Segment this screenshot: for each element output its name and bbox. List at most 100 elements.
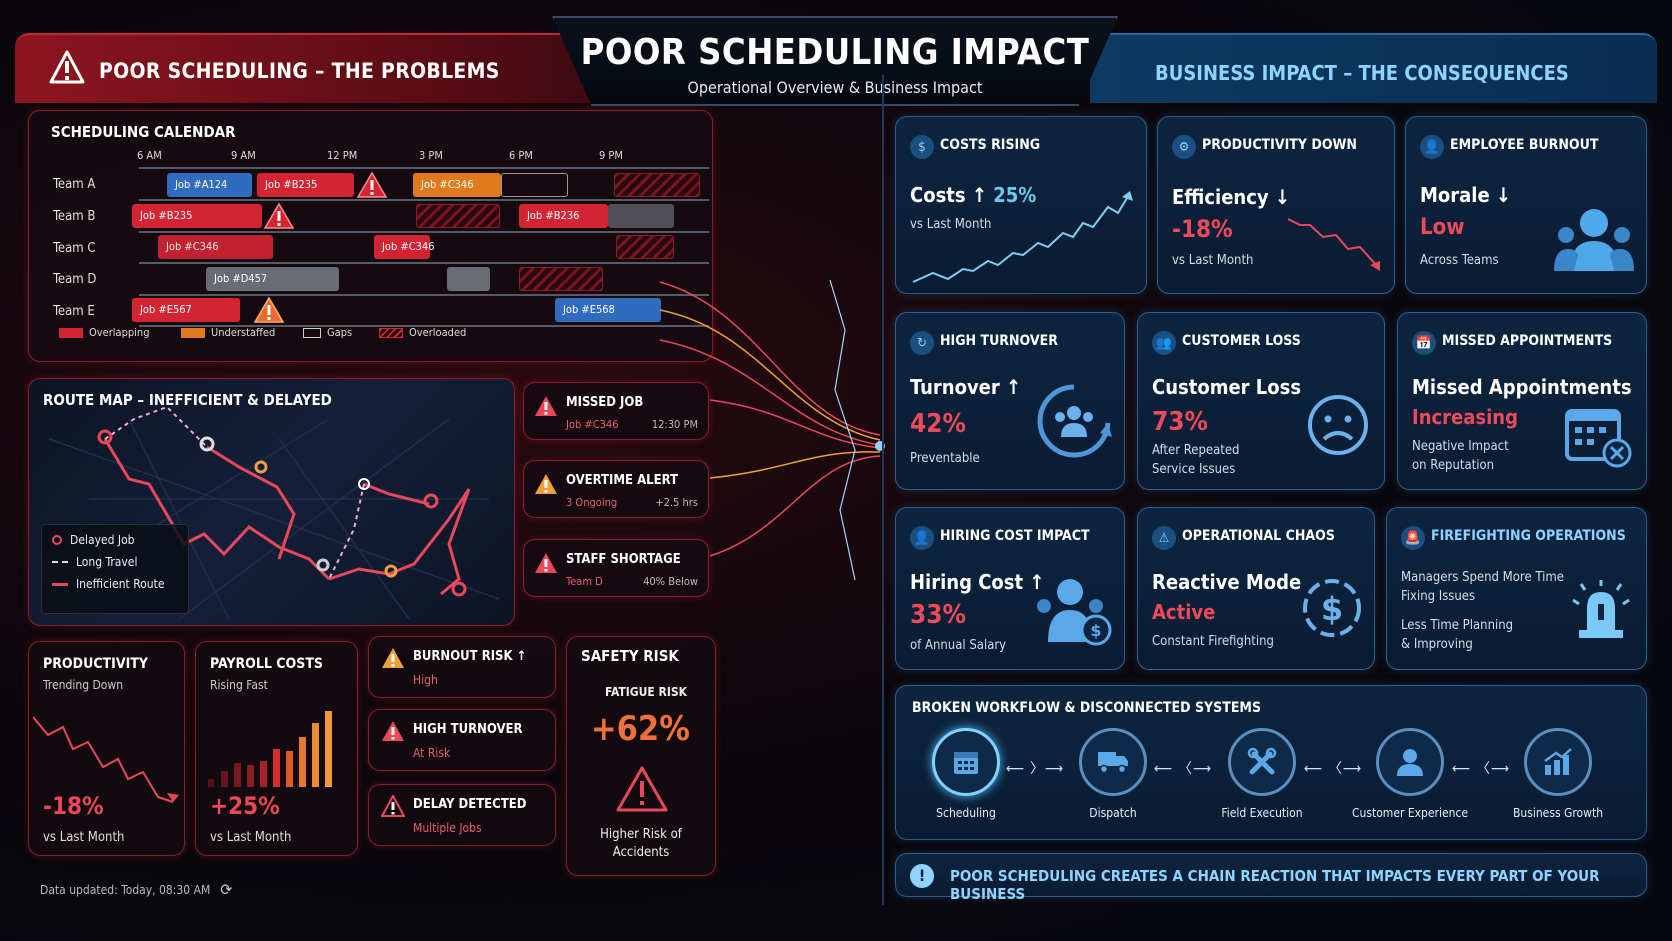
overloaded-block	[616, 235, 674, 259]
alarm-icon: ⚠	[1152, 526, 1176, 550]
high-turnover-alert[interactable]: HIGH TURNOVER At Risk	[368, 709, 556, 771]
page-subtitle: Operational Overview & Business Impact	[687, 78, 983, 97]
warning-icon	[48, 49, 86, 89]
card-costs-rising[interactable]: $ COSTS RISING Costs ↑ 25% vs Last Month	[895, 116, 1147, 294]
scheduling-calendar: SCHEDULING CALENDAR 6 AM 9 AM 12 PM 3 PM…	[28, 110, 713, 362]
tick-3pm: 3 PM	[419, 149, 443, 162]
calendar-cancel-icon	[1565, 409, 1632, 468]
tools-icon	[1247, 747, 1277, 775]
card-hiring-cost[interactable]: 👤 HIRING COST IMPACT Hiring Cost ↑ 33% o…	[895, 507, 1125, 670]
team-b-label: Team B	[53, 209, 96, 224]
card-productivity-down[interactable]: ⚙ PRODUCTIVITY DOWN Efficiency ↓ -18% vs…	[1157, 116, 1395, 294]
row-divider	[139, 325, 709, 327]
team-d-label: Team D	[53, 272, 97, 287]
problems-title: POOR SCHEDULING – THE PROBLEMS	[99, 59, 500, 83]
job-block[interactable]: Job #E567	[132, 298, 240, 322]
card-employee-burnout[interactable]: 👤 EMPLOYEE BURNOUT Morale ↓ Low Across T…	[1405, 116, 1647, 294]
tick-6am: 6 AM	[137, 149, 162, 162]
job-block[interactable]: Job #C346	[374, 235, 435, 259]
card-high-turnover[interactable]: ↻ HIGH TURNOVER Turnover ↑ 42% Preventab…	[895, 312, 1125, 490]
node-dispatch[interactable]	[1079, 728, 1147, 796]
row-divider	[139, 199, 709, 201]
card-customer-loss[interactable]: 👥 CUSTOMER LOSS Customer Loss 73% After …	[1137, 312, 1385, 490]
conflict-warning-icon	[356, 171, 388, 198]
hiring-icon: 👤	[910, 526, 934, 550]
data-updated-footer: Data updated: Today, 08:30 AM ⟳	[40, 880, 233, 899]
team-c-label: Team C	[53, 241, 96, 256]
workflow-title: BROKEN WORKFLOW & DISCONNECTED SYSTEMS	[912, 700, 1262, 716]
job-block[interactable]: Job #D457	[206, 267, 339, 291]
connection-lines	[659, 279, 885, 581]
warning-icon	[535, 396, 557, 416]
card-firefighting-operations[interactable]: 🚨 FIREFIGHTING OPERATIONS Managers Spend…	[1386, 507, 1647, 670]
gap-block	[501, 173, 568, 197]
burnout-risk-alert[interactable]: BURNOUT RISK ↑ High	[368, 636, 556, 698]
card-operational-chaos[interactable]: ⚠ OPERATIONAL CHAOS Reactive Mode Active…	[1137, 507, 1375, 670]
broken-link-icon: ⟵ 〉⟶	[1006, 761, 1065, 777]
team-e-label: Team E	[53, 304, 95, 319]
job-block[interactable]: Job #E568	[555, 298, 661, 322]
node-customer-experience[interactable]	[1376, 728, 1444, 796]
payroll-value: +25%	[210, 792, 280, 820]
warning-icon	[382, 721, 404, 741]
turnover-icon: ↻	[910, 331, 934, 355]
customers-icon: 👥	[1152, 331, 1176, 355]
card-missed-appointments[interactable]: 📅 MISSED APPOINTMENTS Missed Appointment…	[1397, 312, 1647, 490]
row-divider	[139, 262, 709, 264]
calendar-title: SCHEDULING CALENDAR	[51, 123, 236, 141]
overloaded-block	[614, 173, 700, 197]
consequences-header: BUSINESS IMPACT – THE CONSEQUENCES	[1090, 33, 1657, 103]
calendar-icon	[954, 752, 978, 774]
hiring-cost-icon: $	[1037, 579, 1112, 646]
overloaded-block	[519, 267, 603, 291]
route-map-title: ROUTE MAP – INEFFICIENT & DELAYED	[43, 391, 332, 409]
siren-icon: 🚨	[1401, 526, 1425, 550]
workflow-icon: ⚙	[1172, 135, 1196, 159]
job-block[interactable]: Job #C346	[158, 235, 273, 259]
alert-staff-shortage[interactable]: STAFF SHORTAGE Team D 40% Below	[523, 539, 709, 597]
fatigue-risk-value: +62%	[591, 709, 690, 749]
productivity-card: PRODUCTIVITY Trending Down -18% vs Last …	[28, 641, 185, 856]
broken-link-icon: ⟵ 〈⟶	[1452, 761, 1511, 777]
team-a-label: Team A	[53, 177, 96, 192]
legend-understaffed: Understaffed	[181, 326, 275, 339]
broken-workflow-panel: BROKEN WORKFLOW & DISCONNECTED SYSTEMS S…	[895, 685, 1647, 840]
job-block[interactable]: Job #B235	[257, 173, 354, 197]
node-scheduling[interactable]	[932, 728, 1000, 796]
node-field-execution[interactable]	[1228, 728, 1296, 796]
job-block[interactable]: Job #B236	[519, 204, 608, 228]
warning-icon	[535, 553, 557, 573]
divider	[882, 75, 884, 905]
route-map-canvas	[48, 405, 500, 620]
job-block[interactable]: Job #C346	[413, 173, 501, 197]
job-block[interactable]: Job #B235	[132, 204, 262, 228]
consequences-title: BUSINESS IMPACT – THE CONSEQUENCES	[1155, 61, 1569, 85]
tick-12pm: 12 PM	[327, 149, 358, 162]
payroll-bar-chart	[208, 711, 332, 787]
tick-6pm: 6 PM	[509, 149, 533, 162]
money-cycle-icon: $	[1303, 579, 1361, 637]
alert-overtime[interactable]: OVERTIME ALERT 3 Ongoing +2.5 hrs	[523, 460, 709, 518]
delay-detected-alert[interactable]: DELAY DETECTED Multiple Jobs	[368, 784, 556, 846]
productivity-value: -18%	[43, 792, 104, 820]
row-divider	[139, 231, 709, 233]
legend-inefficient-route: Inefficient Route	[52, 577, 188, 591]
route-map[interactable]: ROUTE MAP – INEFFICIENT & DELAYED Delaye…	[28, 378, 515, 626]
map-legend: Delayed Job Long Travel Inefficient Rout…	[41, 524, 189, 614]
svg-text:$: $	[1090, 621, 1101, 640]
costs-trend-line	[912, 191, 1133, 283]
svg-text:$: $	[1321, 590, 1343, 628]
broken-link-icon: ⟵ 〈⟶	[1304, 761, 1363, 777]
main-title-banner: POOR SCHEDULING IMPACT Operational Overv…	[552, 16, 1118, 106]
safety-risk-card: SAFETY RISK FATIGUE RISK +62% Higher Ris…	[566, 636, 716, 876]
problems-header: POOR SCHEDULING – THE PROBLEMS	[15, 33, 615, 103]
appointment-icon: 📅	[1412, 331, 1436, 355]
productivity-trend-line	[33, 716, 179, 803]
refresh-icon[interactable]: ⟳	[220, 880, 233, 899]
node-business-growth[interactable]	[1524, 728, 1592, 796]
alert-missed-job[interactable]: MISSED JOB Job #C346 12:30 PM	[523, 382, 709, 440]
team-icon	[1554, 209, 1634, 271]
people-cycle-icon	[1037, 384, 1112, 458]
job-block[interactable]: Job #A124	[167, 173, 252, 197]
row-divider	[139, 294, 709, 296]
